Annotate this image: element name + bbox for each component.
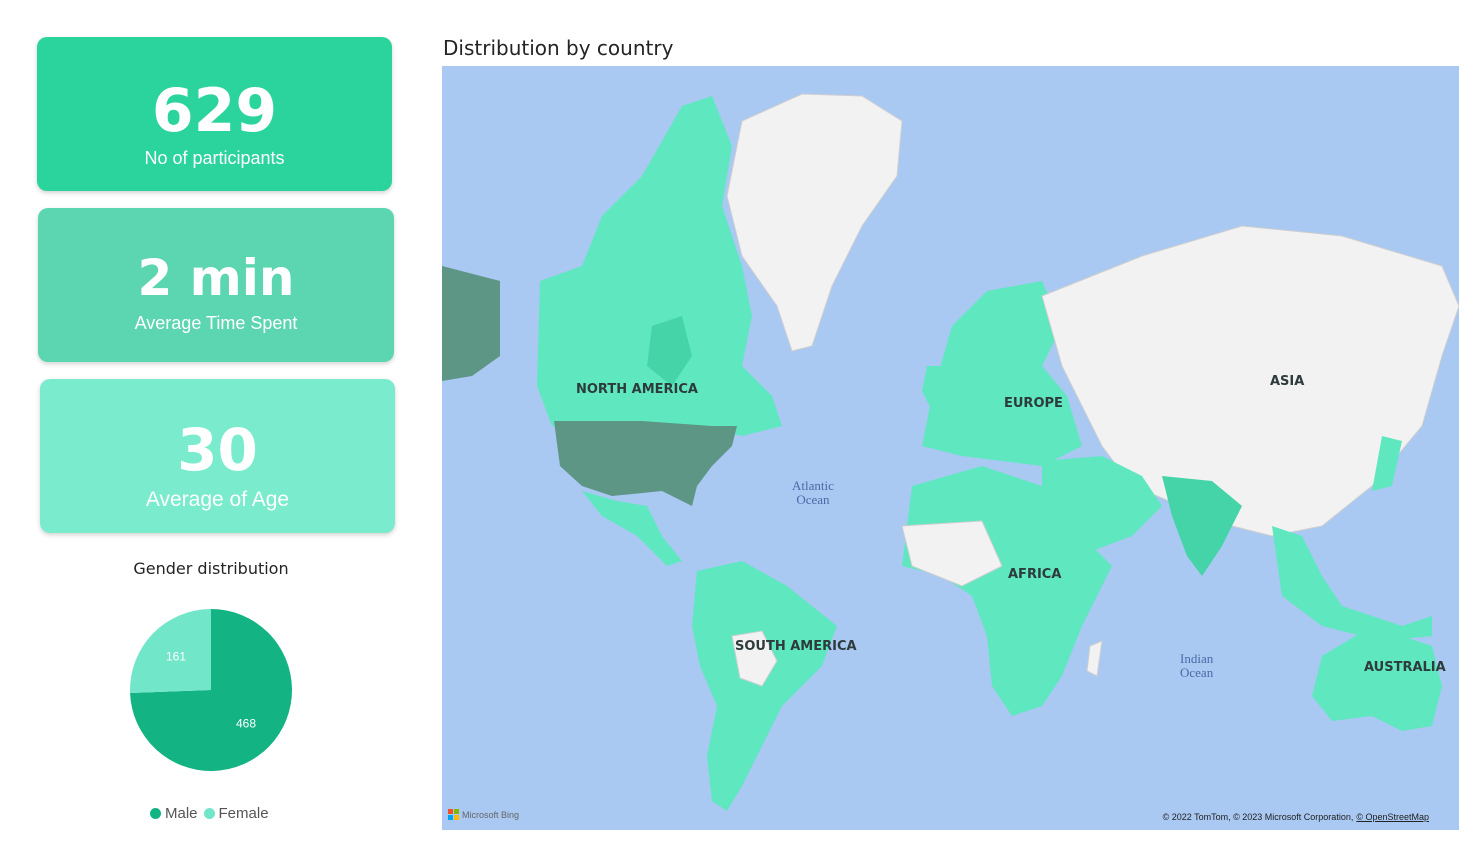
- southeast-asia-shape: [1272, 526, 1432, 641]
- world-map[interactable]: NORTH AMERICA EUROPE ASIA AFRICA SOUTH A…: [442, 66, 1459, 830]
- time-spent-card[interactable]: 2 min Average Time Spent: [38, 208, 394, 362]
- label-indian-ocean: Indian Ocean: [1180, 651, 1214, 680]
- bing-logo-text: Microsoft Bing: [462, 809, 520, 820]
- usa-shape: [554, 421, 737, 506]
- age-label: Average of Age: [145, 488, 290, 511]
- microsoft-logo-icon: [448, 809, 459, 820]
- gender-chart-title: Gender distribution: [133, 559, 289, 578]
- india-shape: [1162, 476, 1242, 576]
- uk-shape: [922, 366, 947, 411]
- gender-pie-chart[interactable]: 468 161: [100, 590, 322, 790]
- label-asia: ASIA: [1270, 374, 1305, 389]
- bolivia-shape: [731, 630, 778, 687]
- west-africa-shape: [901, 520, 1003, 587]
- age-card[interactable]: 30 Average of Age: [40, 379, 395, 533]
- pie-label-male: 468: [236, 717, 256, 731]
- australia-shape: [1312, 626, 1442, 731]
- pie-slice-male[interactable]: [130, 609, 292, 771]
- japan-shape: [1372, 436, 1402, 491]
- gender-legend: Male Female: [150, 805, 275, 822]
- label-atlantic-ocean: Atlantic Ocean: [792, 478, 834, 507]
- map-title: Distribution by country: [443, 36, 674, 60]
- canada-shape: [537, 96, 782, 436]
- participants-label: No of participants: [144, 148, 285, 168]
- hudson-bay-shape: [647, 316, 692, 386]
- europe-shape: [922, 281, 1082, 466]
- legend-label-female: Female: [218, 805, 269, 822]
- label-south-america: SOUTH AMERICA: [735, 639, 857, 654]
- time-spent-label: Average Time Spent: [134, 313, 298, 333]
- map-shapes: [442, 93, 1459, 811]
- bing-logo[interactable]: Microsoft Bing: [448, 809, 519, 820]
- attribution-text: © 2022 TomTom, © 2023 Microsoft Corporat…: [1162, 812, 1354, 822]
- label-australia: AUSTRALIA: [1364, 660, 1446, 675]
- south-america-shape: [692, 561, 837, 811]
- madagascar-shape: [1086, 640, 1103, 677]
- label-africa: AFRICA: [1008, 567, 1062, 582]
- legend-item-female[interactable]: Female: [203, 805, 269, 822]
- time-spent-value: 2 min: [137, 249, 295, 307]
- alaska-shape: [442, 266, 500, 381]
- pie-label-female: 161: [166, 649, 186, 663]
- openstreetmap-link[interactable]: © OpenStreetMap: [1356, 812, 1429, 822]
- asia-shape: [1041, 225, 1459, 537]
- label-north-america: NORTH AMERICA: [576, 382, 698, 397]
- mexico-shape: [582, 491, 682, 566]
- legend-item-male[interactable]: Male: [150, 805, 198, 822]
- pie-slice-female[interactable]: [130, 609, 211, 694]
- legend-dot-female: [203, 808, 215, 819]
- map-attribution: © 2022 TomTom, © 2023 Microsoft Corporat…: [1163, 812, 1429, 822]
- participants-card[interactable]: 629 No of participants: [37, 37, 392, 191]
- age-value: 30: [177, 416, 258, 484]
- legend-label-male: Male: [165, 805, 198, 822]
- greenland-shape: [726, 93, 903, 352]
- label-europe: EUROPE: [1004, 396, 1063, 411]
- participants-value: 629: [151, 76, 278, 146]
- legend-dot-male: [150, 808, 161, 819]
